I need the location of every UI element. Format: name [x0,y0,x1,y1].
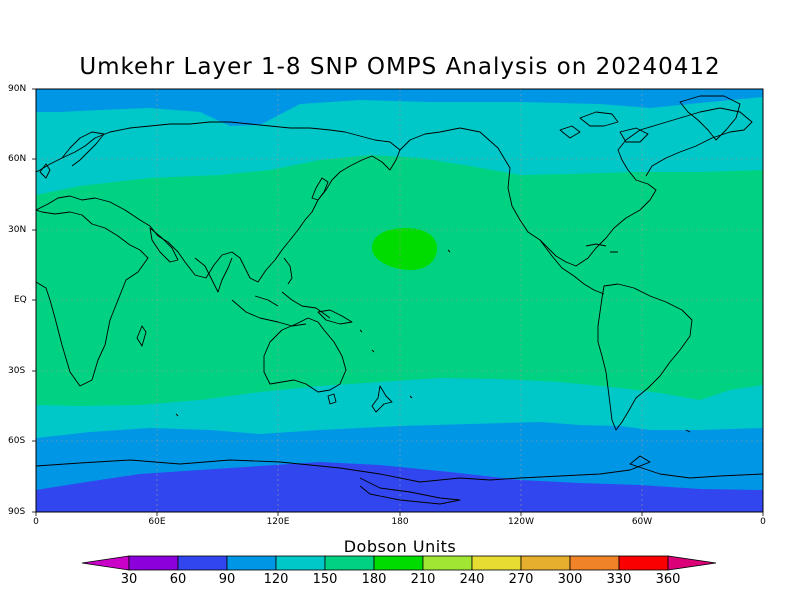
coastlines [36,95,763,505]
coast-japan [311,177,329,201]
colorbar-label: 180 [361,572,387,587]
lon-label: 120W [507,517,535,527]
lat-label: 30S [8,366,26,376]
coast-new-zealand [371,385,393,413]
colorbar-segment [373,555,424,571]
colorbar-label: 300 [557,572,583,587]
lon-label: 0 [33,517,39,527]
map-title: Umkehr Layer 1-8 SNP OMPS Analysis on 20… [79,54,721,80]
lat-label: 30N [8,225,27,235]
map-frame [35,88,764,513]
colorbar-label: 90 [218,572,236,587]
colorbar-segment [667,555,717,571]
colorbar-label: 360 [655,572,681,587]
colorbar-label: 150 [312,572,338,587]
lon-label: 60E [148,517,166,527]
colorbar-segment [422,555,473,571]
coast-alaska-north-america [399,107,753,267]
coast-canadian-archipelago [559,111,649,143]
coast-arabia [149,227,179,263]
colorbar-label: 270 [508,572,534,587]
lon-label: 0 [760,517,766,527]
colorbar-label: 60 [169,572,187,587]
band-main [36,155,763,406]
lat-label: 90N [8,84,27,94]
lat-label: EQ [14,295,27,305]
colorbar-segment [81,555,130,571]
colorbar-label: 120 [263,572,289,587]
coast-india [194,257,233,293]
coast-new-guinea [317,309,353,325]
coast-greenland [679,95,741,141]
colorbar-segment [471,555,522,571]
colorbar-title: Dobson Units [343,537,457,556]
colorbar-label: 30 [120,572,138,587]
lon-label: 180 [391,517,409,527]
lon-label: 60W [631,517,653,527]
coast-uk [39,163,51,179]
band-polar-north [36,89,763,126]
colorbar-label: 210 [410,572,436,587]
coast-australia [263,317,347,393]
colorbar-segment [275,555,326,571]
axis-ticks [32,88,764,516]
coast-philippines [283,257,293,285]
lat-label: 90S [8,507,26,517]
colorbar-segment [324,555,375,571]
coast-tasmania [327,393,337,405]
coast-scandinavia [61,131,105,167]
band-south-low [36,462,763,512]
colorbar-label: 330 [606,572,632,587]
coast-caribbean [585,243,618,253]
colorbar-segment [128,555,179,571]
lon-label: 120E [266,517,290,527]
colorbar [81,555,717,571]
colorbar-segment [520,555,571,571]
coast-madagascar [136,325,147,347]
lat-label: 60S [8,436,26,446]
colorbar-segment [177,555,228,571]
colorbar-segment [226,555,277,571]
coast-south-america [597,283,693,431]
gridlines [36,89,763,512]
colorbar-segment [569,555,620,571]
colorbar-label: 240 [459,572,485,587]
lat-label: 60N [8,154,27,164]
coast-antarctica [36,455,763,505]
colorbar-segment [618,555,669,571]
coast-central-america [539,239,605,295]
coast-islands-pacific [175,249,691,433]
core-high-ozone [372,228,437,270]
